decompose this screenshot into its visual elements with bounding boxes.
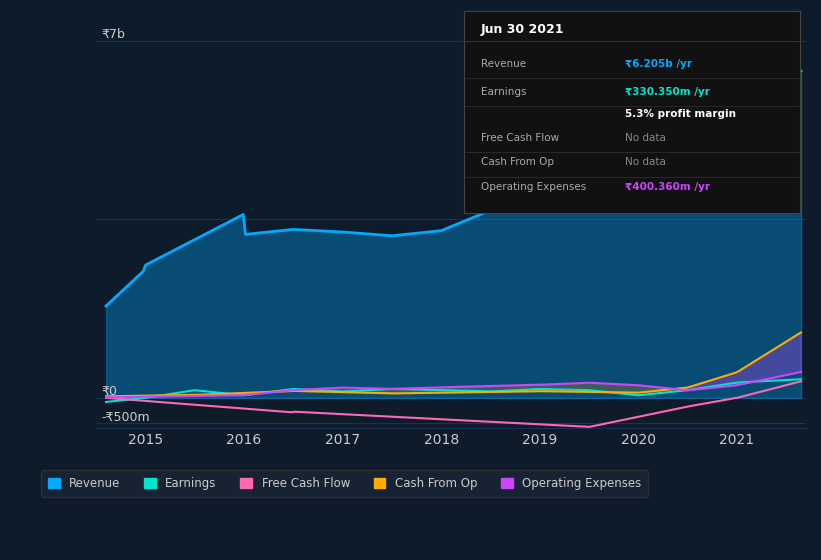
Text: ₹6.205b /yr: ₹6.205b /yr bbox=[626, 59, 692, 69]
Text: Revenue: Revenue bbox=[481, 59, 525, 69]
Text: ₹0: ₹0 bbox=[101, 385, 117, 398]
Legend: Revenue, Earnings, Free Cash Flow, Cash From Op, Operating Expenses: Revenue, Earnings, Free Cash Flow, Cash … bbox=[41, 470, 649, 497]
Text: ₹330.350m /yr: ₹330.350m /yr bbox=[626, 87, 710, 97]
Text: Free Cash Flow: Free Cash Flow bbox=[481, 133, 559, 143]
Text: No data: No data bbox=[626, 133, 667, 143]
Text: Jun 30 2021: Jun 30 2021 bbox=[481, 23, 564, 36]
Text: Cash From Op: Cash From Op bbox=[481, 157, 553, 167]
Text: ₹7b: ₹7b bbox=[101, 27, 125, 40]
Text: -₹500m: -₹500m bbox=[101, 410, 149, 423]
Text: ₹400.360m /yr: ₹400.360m /yr bbox=[626, 181, 710, 192]
Text: 5.3% profit margin: 5.3% profit margin bbox=[626, 109, 736, 119]
Text: Operating Expenses: Operating Expenses bbox=[481, 181, 586, 192]
Text: No data: No data bbox=[626, 157, 667, 167]
Text: Earnings: Earnings bbox=[481, 87, 526, 97]
